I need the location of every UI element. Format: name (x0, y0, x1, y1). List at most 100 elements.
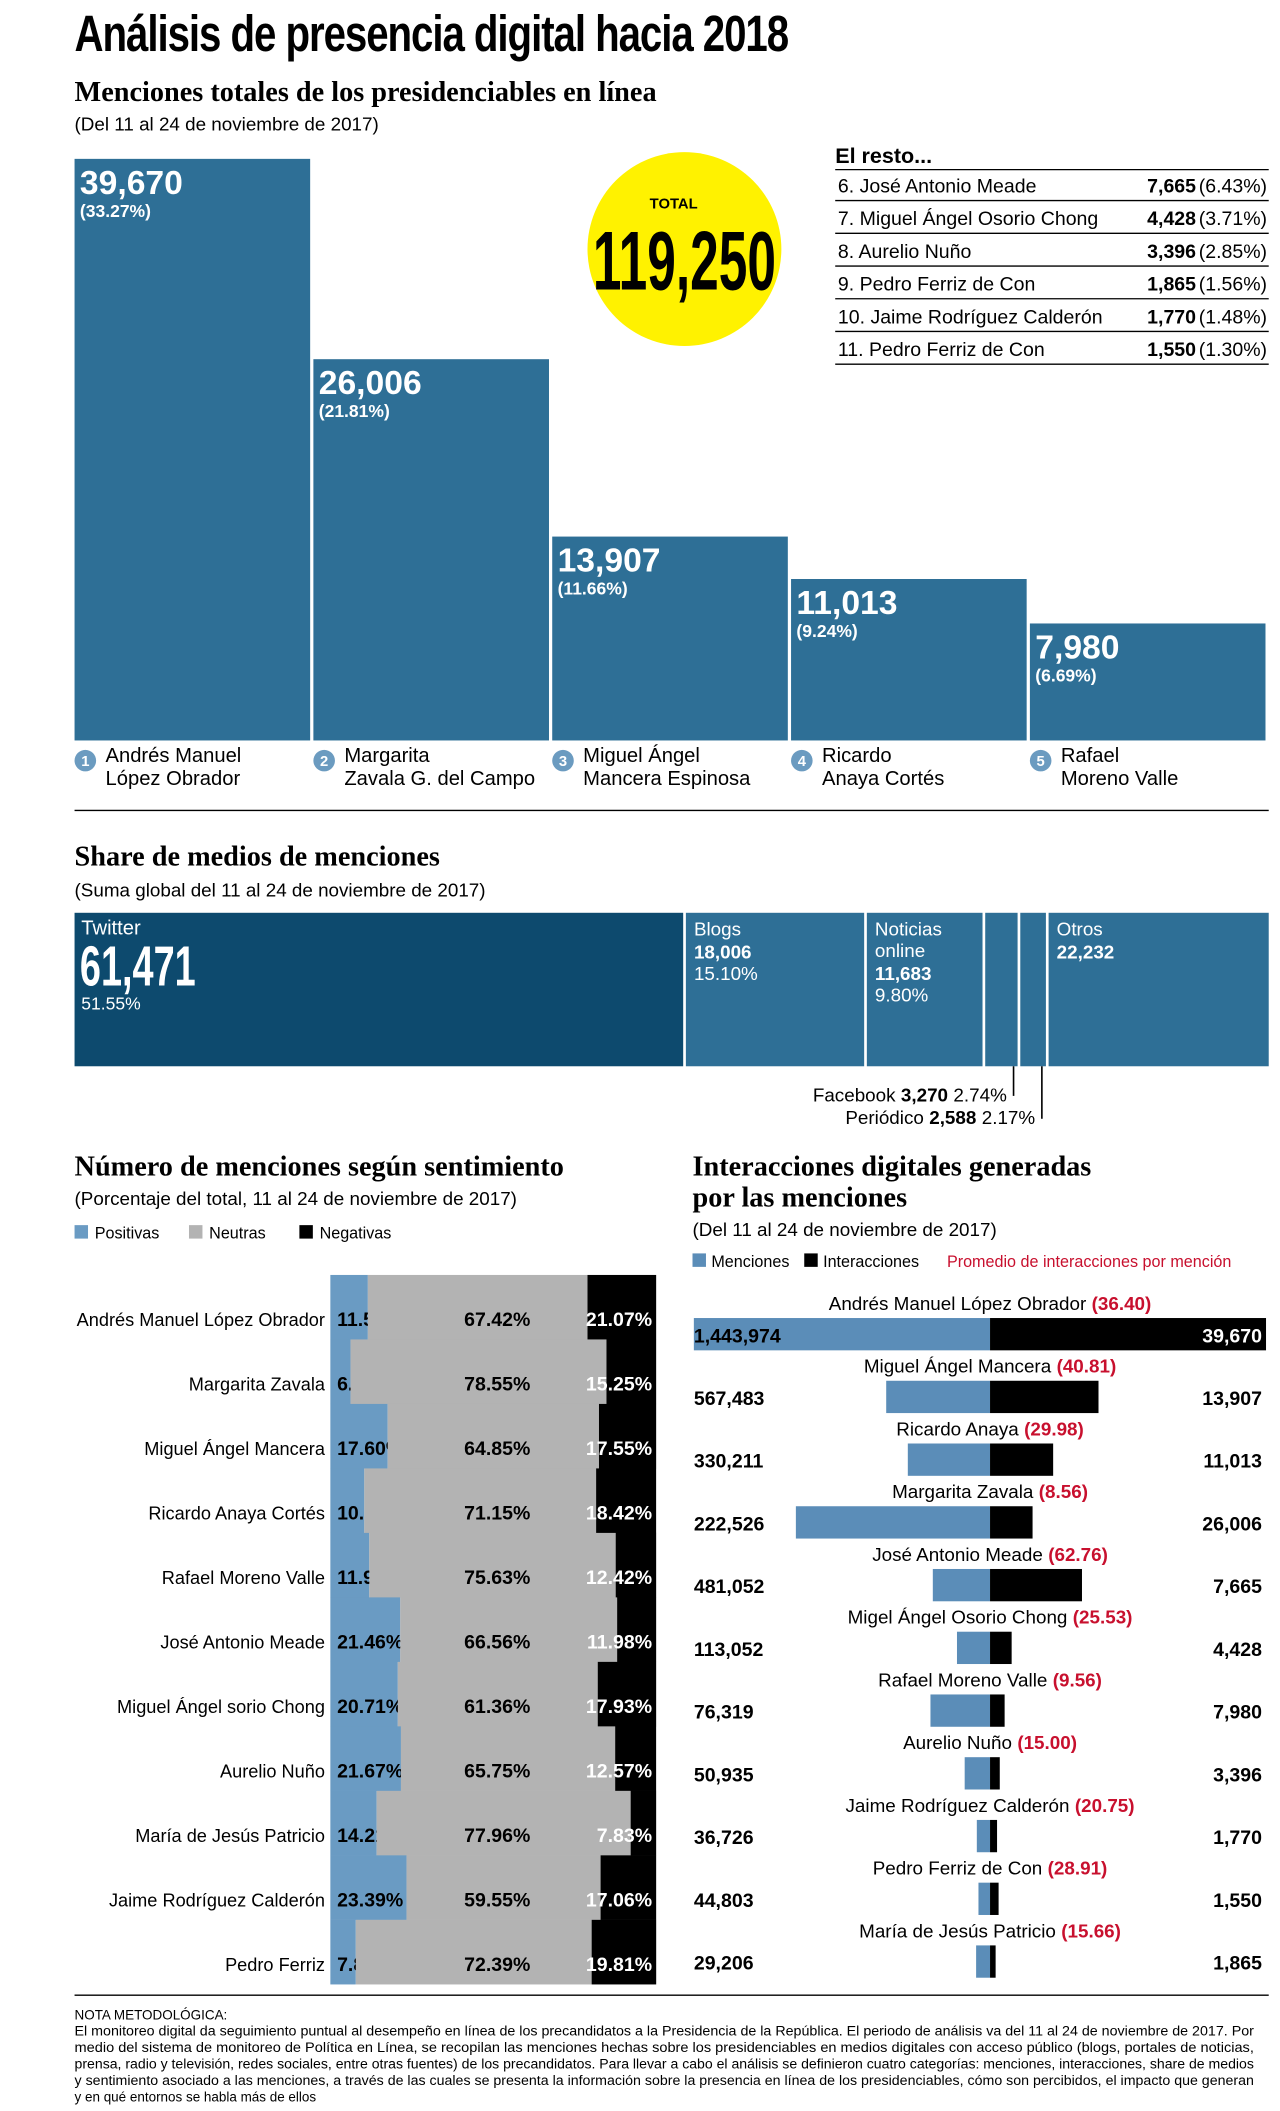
category-name: Ricardo Anaya (896, 1418, 1019, 1439)
segment-label: 21.46% (337, 1632, 403, 1654)
bar (964, 1757, 991, 1790)
category-label: María de Jesús Patricio (15.66) (859, 1920, 1121, 1941)
note-line: y sentimiento asociado a las menciones, … (75, 2073, 1254, 2088)
rest-value: 1,550 (1147, 339, 1196, 361)
rank-badge (552, 749, 574, 772)
media-name: Twitter (81, 917, 141, 939)
category-label: Rafael Moreno Valle (9.56) (878, 1669, 1102, 1690)
category-label: Margarita Zavala (189, 1375, 326, 1395)
category-label: Aurelio Nuño (220, 1762, 325, 1782)
category-label: Rafael (1061, 745, 1119, 767)
rest-name: 9. Pedro Ferriz de Con (838, 274, 1035, 296)
segment-label: 59.55% (464, 1889, 530, 1911)
segment-label: 17.55% (586, 1438, 652, 1460)
segment-label: 75.63% (464, 1567, 530, 1589)
bar (795, 1506, 991, 1539)
segment (596, 1468, 657, 1534)
rest-title: El resto... (835, 144, 932, 168)
category-name: Jaime Rodríguez Calderón (846, 1795, 1070, 1816)
segment (330, 1403, 388, 1469)
rest-name: 10. Jaime Rodríguez Calderón (838, 306, 1103, 328)
segment-label: 12.42% (586, 1567, 652, 1589)
segment (330, 1855, 407, 1920)
bar (990, 1443, 1054, 1476)
legend-swatch (188, 1225, 203, 1239)
callout-label: Periódico 2,588 2.17% (845, 1107, 1035, 1128)
value-label: 330,211 (694, 1451, 764, 1473)
segment (330, 1339, 351, 1405)
bar (990, 1506, 1033, 1539)
category-name: Rafael Moreno Valle (878, 1669, 1047, 1690)
category-label: Andrés Manuel López Obrador (36.40) (829, 1293, 1152, 1314)
rank-badge (1029, 749, 1052, 772)
bar (990, 1568, 1082, 1602)
media-value: 3,270 (901, 1084, 948, 1105)
category-label: Migel Ángel Osorio Chong (25.53) (848, 1607, 1133, 1628)
share-label: (11.66%) (558, 578, 628, 598)
callout-label: Facebook 3,270 2.74% (813, 1084, 1007, 1105)
rank: 3 (559, 754, 567, 770)
share-block (1020, 912, 1046, 1067)
share-label: (6.69%) (1035, 665, 1096, 685)
average-label: (62.76) (1048, 1544, 1108, 1565)
segment (387, 1403, 599, 1469)
segment-label: 67.42% (464, 1309, 530, 1331)
segment-label: 7.83% (597, 1825, 652, 1847)
value-label: 1,550 (1213, 1890, 1262, 1912)
segment (350, 1339, 607, 1405)
rest-share: (1.48%) (1199, 306, 1267, 328)
category-label: Ricardo (822, 745, 892, 767)
main-title: Análisis de presencia digital hacia 2018 (75, 5, 789, 62)
media-share: 51.55% (81, 994, 140, 1014)
rest-share: (1.30%) (1199, 339, 1267, 361)
media-name: Noticias online (875, 919, 942, 962)
value-label: 481,052 (694, 1576, 765, 1598)
category-name: Margarita Zavala (892, 1481, 1034, 1502)
rank-badge (74, 749, 97, 772)
segment (615, 1532, 657, 1598)
segment (406, 1855, 601, 1920)
segment (364, 1468, 597, 1534)
segment-label: 66.56% (464, 1632, 530, 1654)
value-label: 44,803 (694, 1890, 754, 1912)
category-label: Margarita (344, 745, 430, 767)
category-label: Pedro Ferriz (225, 1955, 325, 1975)
segment (330, 1532, 370, 1598)
rest-name: 8. Aurelio Nuño (838, 241, 972, 263)
value-label: 1,443,974 (694, 1325, 781, 1347)
segment (330, 1597, 401, 1663)
segment-label: 78.55% (464, 1374, 530, 1396)
bar (930, 1694, 991, 1727)
value-label: 7,980 (1213, 1702, 1262, 1724)
rest-name: 7. Miguel Ángel Osorio Chong (838, 207, 1098, 230)
average-label: (9.56) (1053, 1669, 1102, 1690)
segment (397, 1661, 598, 1727)
bar (976, 1945, 991, 1978)
segment-label: 71.15% (464, 1503, 530, 1525)
chart-title: Interacciones digitales generadas (693, 1151, 1092, 1182)
segment-label: 21.07% (586, 1309, 652, 1331)
category-label: Aurelio Nuño (15.00) (903, 1732, 1077, 1753)
value-label: 50,935 (694, 1764, 754, 1786)
category-label: Anaya Cortés (822, 768, 944, 790)
total-value: 119,250 (593, 213, 776, 307)
segment-label: 17.60% (337, 1438, 403, 1460)
category-label: Ricardo Anaya (29.98) (896, 1418, 1084, 1439)
legend-swatch (804, 1253, 818, 1267)
bar (791, 579, 1027, 741)
media-name: Otros (1057, 919, 1103, 940)
category-name: María de Jesús Patricio (859, 1920, 1056, 1941)
bar (693, 1318, 991, 1351)
segment (597, 1661, 657, 1727)
category-name: Migel Ángel Osorio Chong (848, 1607, 1068, 1628)
bar (978, 1882, 991, 1915)
share-block (985, 912, 1018, 1067)
media-share: 9.80% (875, 985, 929, 1006)
note-line: medio del sistema de monitoreo de Políti… (75, 2040, 1254, 2055)
value-label: 7,980 (1035, 629, 1119, 666)
share-block (685, 912, 865, 1067)
segment (376, 1790, 631, 1856)
category-label: Jaime Rodríguez Calderón (109, 1890, 325, 1910)
segment-label: 77.96% (464, 1825, 530, 1847)
average-label: (15.66) (1061, 1920, 1121, 1941)
